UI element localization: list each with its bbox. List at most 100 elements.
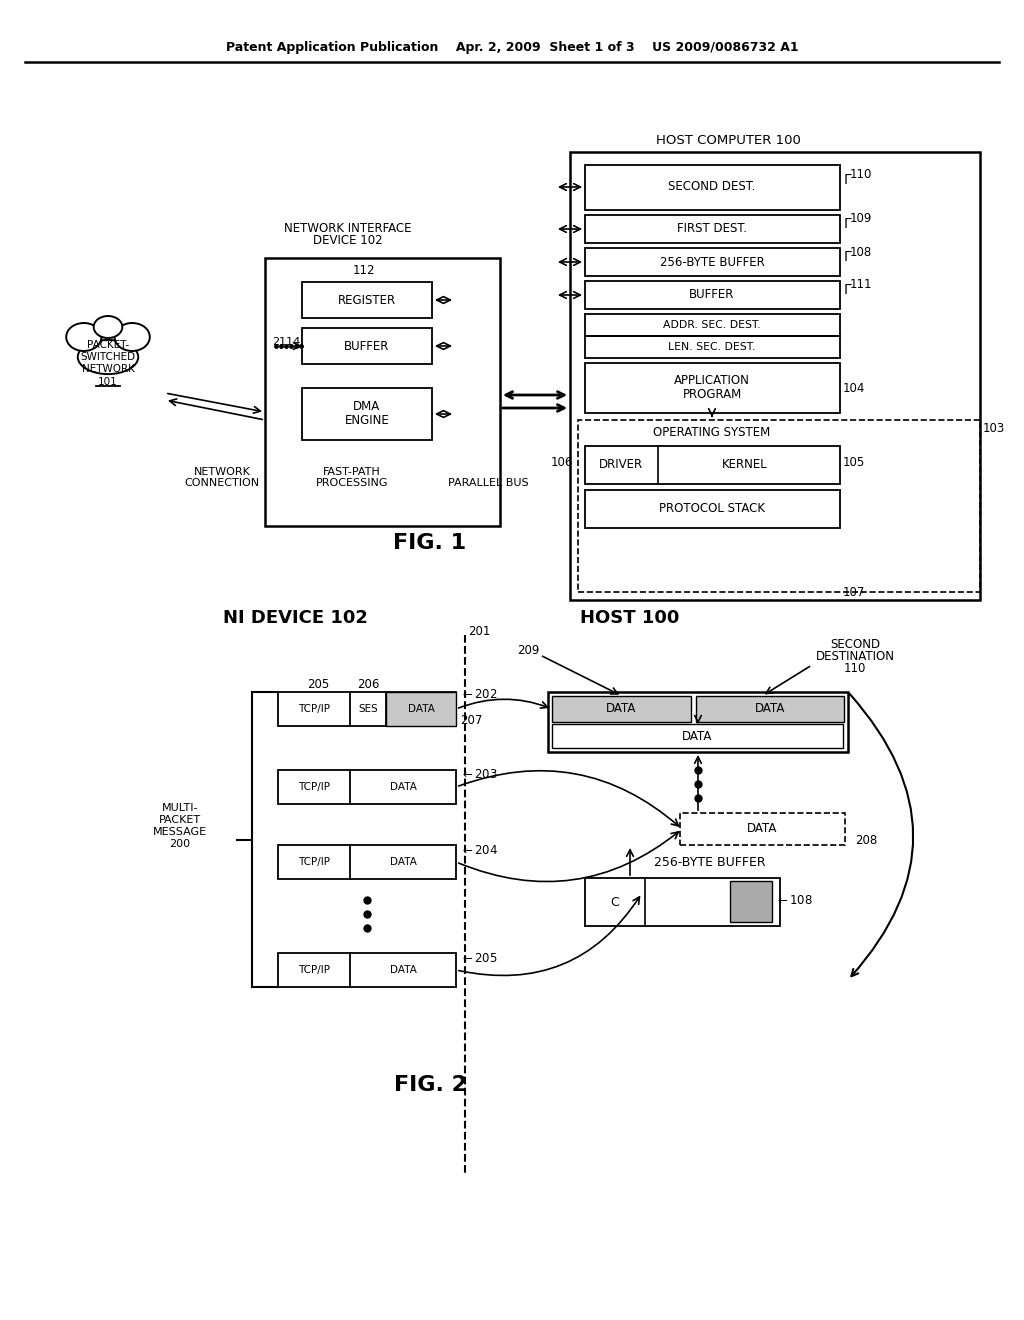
Bar [578,420,980,591]
Text: 106: 106 [551,455,573,469]
Ellipse shape [78,339,138,374]
Bar [278,845,456,879]
Text: DATA: DATA [389,965,417,975]
Text: BUFFER: BUFFER [344,339,390,352]
Bar [302,388,432,440]
Text: HOST 100: HOST 100 [581,609,680,627]
Text: $\Gamma$: $\Gamma$ [843,216,853,231]
Bar [585,878,780,927]
Bar [278,953,456,987]
Text: DATA: DATA [746,822,777,836]
Bar [730,880,772,921]
Text: FAST-PATH: FAST-PATH [324,467,381,477]
Text: DATA: DATA [389,781,417,792]
Text: $\leftarrow$108: $\leftarrow$108 [775,894,813,907]
Bar [680,813,845,845]
Text: 105: 105 [843,455,865,469]
Text: TCP/IP: TCP/IP [298,857,330,867]
Text: SES: SES [358,704,378,714]
Text: TCP/IP: TCP/IP [298,704,330,714]
Text: 109: 109 [850,213,872,226]
Text: DATA: DATA [755,702,785,715]
Bar [585,490,840,528]
Text: MULTI-: MULTI- [162,803,199,813]
Text: 206: 206 [356,678,379,692]
Bar [386,692,456,726]
Text: DATA: DATA [682,730,712,742]
Text: PACKET: PACKET [159,814,201,825]
Text: NETWORK INTERFACE: NETWORK INTERFACE [285,222,412,235]
Text: 110: 110 [844,663,866,676]
Text: CONNECTION: CONNECTION [184,478,259,488]
Text: C: C [610,895,620,908]
Text: 107: 107 [843,586,865,598]
Text: 101: 101 [98,378,118,387]
Text: 103: 103 [983,421,1006,434]
Bar [570,152,980,601]
Text: 201: 201 [468,624,490,638]
Text: FIG. 1: FIG. 1 [393,533,467,553]
Text: DESTINATION: DESTINATION [815,651,895,664]
Text: BUFFER: BUFFER [689,289,734,301]
Text: $\leftarrow$205: $\leftarrow$205 [460,952,498,965]
Text: $\Gamma$: $\Gamma$ [843,173,853,187]
Text: FIG. 2: FIG. 2 [393,1074,467,1096]
Text: DMA: DMA [353,400,381,413]
Text: KERNEL: KERNEL [722,458,768,471]
Text: 108: 108 [850,246,872,259]
Text: DATA: DATA [389,857,417,867]
Text: 200: 200 [169,840,190,849]
Text: PROGRAM: PROGRAM [682,388,741,400]
Bar [585,314,840,337]
Bar [302,327,432,364]
Text: FIRST DEST.: FIRST DEST. [677,223,746,235]
Bar [552,723,843,748]
Bar [548,692,848,752]
Text: LEN. SEC. DEST.: LEN. SEC. DEST. [669,342,756,352]
Bar [585,337,840,358]
Text: 207: 207 [460,714,482,726]
Text: TCP/IP: TCP/IP [298,781,330,792]
Bar [585,363,840,413]
Bar [265,257,500,525]
Text: 256-BYTE BUFFER: 256-BYTE BUFFER [659,256,764,268]
Text: 208: 208 [855,833,878,846]
Text: $\leftarrow$204: $\leftarrow$204 [460,843,499,857]
Bar [585,165,840,210]
Bar [278,770,456,804]
Text: NETWORK: NETWORK [82,364,134,374]
Ellipse shape [67,323,101,351]
Text: APPLICATION: APPLICATION [674,374,750,387]
Text: HOST COMPUTER 100: HOST COMPUTER 100 [655,133,801,147]
Text: OPERATING SYSTEM: OPERATING SYSTEM [653,425,771,438]
Text: NETWORK: NETWORK [194,467,251,477]
Bar [585,281,840,309]
Text: NI DEVICE 102: NI DEVICE 102 [222,609,368,627]
Ellipse shape [115,323,150,351]
Text: MESSAGE: MESSAGE [153,828,207,837]
Text: 111: 111 [850,279,872,292]
Text: $\leftarrow$202: $\leftarrow$202 [460,689,498,701]
Bar [585,446,840,484]
Text: PROCESSING: PROCESSING [315,478,388,488]
Text: DRIVER: DRIVER [599,458,643,471]
Text: TCP/IP: TCP/IP [298,965,330,975]
Text: DEVICE 102: DEVICE 102 [313,235,383,248]
Text: 209: 209 [517,644,540,656]
Bar [696,696,844,722]
Text: 205: 205 [307,678,329,692]
Text: SECOND: SECOND [829,639,880,652]
Text: DATA: DATA [606,702,636,715]
Text: REGISTER: REGISTER [338,293,396,306]
Text: 104: 104 [843,381,865,395]
Text: SECOND DEST.: SECOND DEST. [669,181,756,194]
Text: PROTOCOL STACK: PROTOCOL STACK [659,503,765,516]
Bar [278,692,456,726]
Text: Patent Application Publication    Apr. 2, 2009  Sheet 1 of 3    US 2009/0086732 : Patent Application Publication Apr. 2, 2… [225,41,799,54]
Text: ADDR. SEC. DEST.: ADDR. SEC. DEST. [664,319,761,330]
Text: $\leftarrow$203: $\leftarrow$203 [460,768,498,781]
Text: ENGINE: ENGINE [345,413,389,426]
Bar [302,282,432,318]
Bar [552,696,691,722]
Text: 110: 110 [850,169,872,181]
